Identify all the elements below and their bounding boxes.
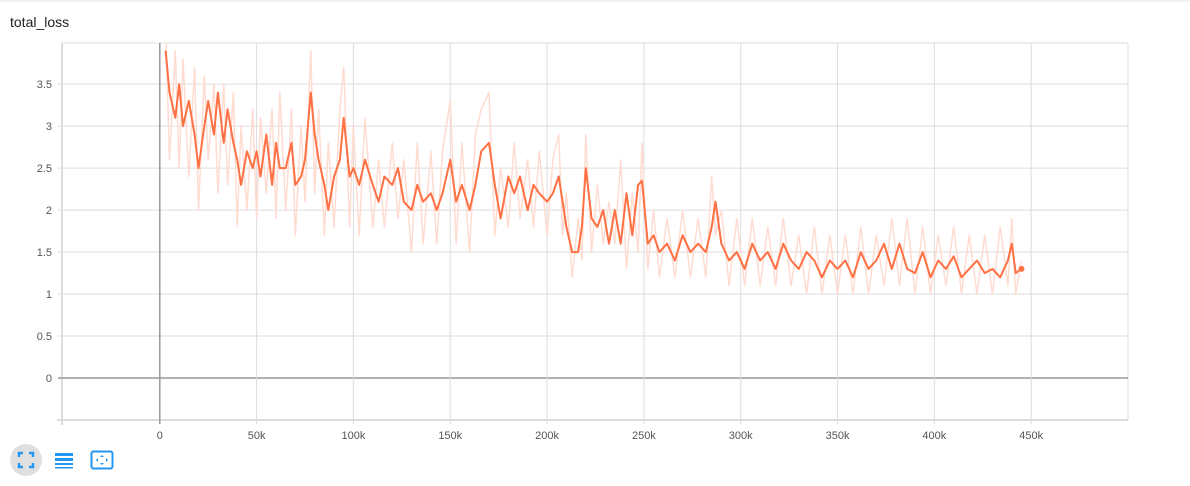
toggle-log-scale-button[interactable]: [48, 444, 80, 476]
x-tick-label: 350k: [826, 430, 850, 440]
chart-controls: [10, 444, 118, 476]
x-tick-label: 200k: [535, 430, 559, 440]
top-divider: [0, 0, 1190, 2]
x-tick-label: 0: [157, 430, 163, 440]
y-tick-label: 0: [46, 373, 52, 385]
y-tick-label: 1.5: [37, 247, 52, 259]
x-tick-label: 100k: [342, 430, 366, 440]
fit-to-data-icon: [90, 450, 114, 470]
fit-to-data-button[interactable]: [86, 444, 118, 476]
x-tick-label: 450k: [1019, 430, 1043, 440]
y-tick-label: 2: [46, 205, 52, 217]
x-tick-label: 400k: [922, 430, 946, 440]
chart-title: total_loss: [10, 14, 70, 30]
smoothed-loss-line: [164, 50, 1023, 279]
x-tick-label: 50k: [248, 430, 266, 440]
toggle-log-scale-icon: [55, 453, 73, 469]
y-tick-label: 3.5: [37, 79, 52, 91]
x-tick-label: 300k: [729, 430, 753, 440]
series-group: [164, 43, 1025, 295]
y-tick-label: 0.5: [37, 331, 52, 343]
fit-domain-button[interactable]: [10, 444, 42, 476]
chart-plot[interactable]: 0 0.5 1 1.5 2 2.5 3 3.5 0 50k 100k 150k 200k 250k 300k…: [0, 0, 1190, 440]
y-tick-label: 3: [46, 121, 52, 133]
x-tick-label: 150k: [438, 430, 462, 440]
fit-domain-icon: [17, 451, 35, 469]
x-tick-label: 250k: [632, 430, 656, 440]
last-point-marker: [1018, 265, 1025, 272]
y-tick-label: 2.5: [37, 163, 52, 175]
y-tick-label: 1: [46, 289, 52, 301]
